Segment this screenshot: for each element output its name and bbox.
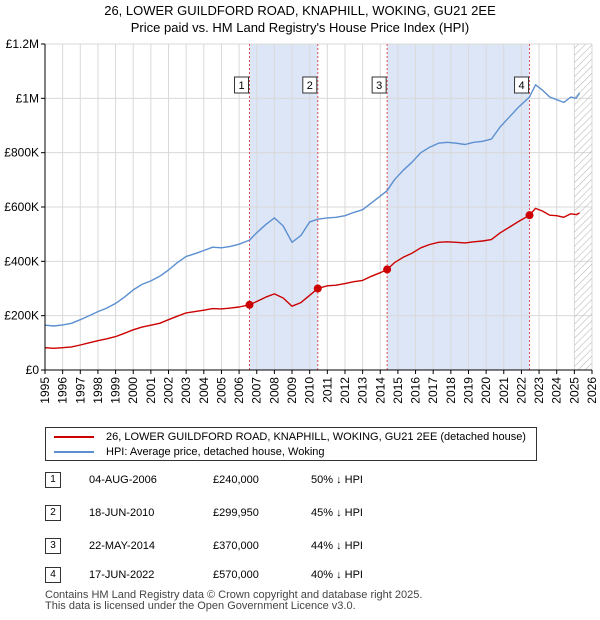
- legend-label-hpi: HPI: Average price, detached house, Woki…: [106, 446, 325, 458]
- sale-date: 22-MAY-2014: [89, 540, 156, 552]
- hpi-line: [45, 84, 581, 327]
- sale-point: [313, 284, 322, 293]
- sale-hpi-diff: 50% ↓ HPI: [311, 474, 363, 486]
- x-tick-label: 1997: [73, 377, 87, 404]
- sale-row: 3 22-MAY-2014 £370,000 44% ↓ HPI: [45, 538, 405, 556]
- x-tick-label: 2016: [409, 377, 423, 404]
- x-tick-label: 2025: [567, 377, 581, 404]
- x-tick-label: 2014: [373, 377, 387, 404]
- forecast-hatch-area: [574, 44, 592, 370]
- sale-row: 1 04-AUG-2006 £240,000 50% ↓ HPI: [45, 472, 405, 490]
- annotation-box: [514, 76, 530, 94]
- sale-date: 18-JUN-2010: [89, 507, 155, 519]
- x-tick-label: 2002: [162, 377, 176, 404]
- annotation-label: 1: [238, 80, 244, 92]
- legend-label-price: 26, LOWER GUILDFORD ROAD, KNAPHILL, WOKI…: [106, 431, 526, 443]
- sale-number-badge: 1: [45, 472, 61, 488]
- title-line-2: Price paid vs. HM Land Registry's House …: [130, 20, 470, 35]
- x-tick-label: 2004: [197, 377, 211, 404]
- sale-date: 17-JUN-2022: [89, 569, 155, 581]
- series-lines: [45, 84, 581, 349]
- footer: Contains HM Land Registry data © Crown c…: [45, 590, 422, 612]
- sale-hpi-diff: 40% ↓ HPI: [311, 569, 363, 581]
- x-tick-label: 2011: [320, 377, 334, 403]
- sale-number-badge: 4: [45, 567, 61, 583]
- x-tick-label: 2003: [179, 377, 193, 404]
- sale-annotation: 4: [514, 76, 530, 94]
- x-tick-label: 2022: [514, 377, 528, 404]
- title-line-1: 26, LOWER GUILDFORD ROAD, KNAPHILL, WOKI…: [104, 3, 496, 18]
- sale-row: 4 17-JUN-2022 £570,000 40% ↓ HPI: [45, 567, 405, 585]
- legend-swatch-price: [54, 436, 94, 438]
- x-tick-label: 2019: [461, 377, 475, 404]
- forecast-hatch: [574, 44, 592, 370]
- annotation-box: [234, 76, 250, 94]
- sale-point: [383, 265, 392, 274]
- footer-copyright: Contains HM Land Registry data © Crown c…: [45, 589, 423, 601]
- sale-price: £299,950: [213, 507, 259, 519]
- sale-annotation: 2: [302, 76, 318, 94]
- price-chart: 1 2 3 4 £0 £200K £400K £600K £800K £1M £1.2M 1995…: [4, 37, 599, 404]
- x-tick-label: 2005: [214, 377, 228, 404]
- legend: 26, LOWER GUILDFORD ROAD, KNAPHILL, WOKI…: [45, 427, 537, 461]
- x-tick-label: 2000: [126, 377, 140, 404]
- annotation-box: [302, 76, 318, 94]
- x-tick-label: 2006: [232, 377, 246, 404]
- legend-swatch-hpi: [54, 451, 94, 453]
- x-tick-label: 2008: [267, 377, 281, 404]
- sale-price: £570,000: [213, 569, 259, 581]
- y-tick-label: £1.2M: [6, 37, 39, 51]
- sale-price: £370,000: [213, 540, 259, 552]
- sale-point: [245, 300, 254, 309]
- sale-row: 2 18-JUN-2010 £299,950 45% ↓ HPI: [45, 505, 405, 523]
- sale-date: 04-AUG-2006: [89, 474, 157, 486]
- chart-title: 26, LOWER GUILDFORD ROAD, KNAPHILL, WOKI…: [0, 2, 600, 36]
- x-tick-label: 2009: [285, 377, 299, 404]
- x-tick-label: 2001: [144, 377, 158, 404]
- x-tick-label: 2021: [497, 377, 511, 404]
- sale-annotations: 1 2 3 4: [234, 76, 530, 94]
- x-tick-label: 2012: [338, 377, 352, 404]
- x-tick-label: 2018: [444, 377, 458, 404]
- sale-point: [525, 211, 534, 220]
- y-tick-labels: £0 £200K £400K £600K £800K £1M £1.2M: [4, 37, 45, 377]
- x-tick-label: 2017: [426, 377, 440, 404]
- legend-item-price: 26, LOWER GUILDFORD ROAD, KNAPHILL, WOKI…: [54, 430, 526, 444]
- price-paid-line: [45, 207, 580, 349]
- sale-annotation: 1: [234, 76, 250, 94]
- annotation-label: 3: [376, 80, 382, 92]
- sale-points: [245, 211, 534, 309]
- y-tick-label: £400K: [4, 254, 39, 268]
- y-tick-label: £800K: [4, 146, 39, 160]
- annotation-label: 4: [518, 80, 524, 92]
- x-tick-label: 2015: [391, 377, 405, 404]
- x-tick-label: 2023: [532, 377, 546, 404]
- x-tick-label: 2007: [250, 377, 264, 404]
- x-tick-label: 1995: [38, 377, 52, 404]
- sale-number-badge: 2: [45, 505, 61, 521]
- annotation-label: 2: [307, 80, 313, 92]
- x-tick-label: 1999: [109, 377, 123, 404]
- x-tick-label: 2024: [550, 377, 564, 404]
- legend-item-hpi: HPI: Average price, detached house, Woki…: [54, 445, 325, 459]
- y-tick-label: £600K: [4, 200, 39, 214]
- sale-number-badge: 3: [45, 538, 61, 554]
- x-tick-label: 2013: [356, 377, 370, 404]
- y-tick-label: £0: [26, 363, 40, 377]
- sale-price: £240,000: [213, 474, 259, 486]
- annotation-box: [371, 76, 387, 94]
- x-tick-label: 2020: [479, 377, 493, 404]
- x-tick-label: 1996: [56, 377, 70, 404]
- y-tick-label: £200K: [4, 309, 39, 323]
- x-tick-label: 2010: [303, 377, 317, 404]
- y-tick-label: £1M: [16, 91, 39, 105]
- x-tick-labels: 1995 1996 1997 1998 1999 2000 2001 2002 2003 2004…: [38, 370, 599, 404]
- sale-annotation: 3: [371, 76, 387, 94]
- x-tick-label: 2026: [585, 377, 599, 404]
- sale-hpi-diff: 45% ↓ HPI: [311, 507, 363, 519]
- x-tick-label: 1998: [91, 377, 105, 404]
- sale-hpi-diff: 44% ↓ HPI: [311, 540, 363, 552]
- footer-licence: This data is licensed under the Open Gov…: [45, 600, 356, 612]
